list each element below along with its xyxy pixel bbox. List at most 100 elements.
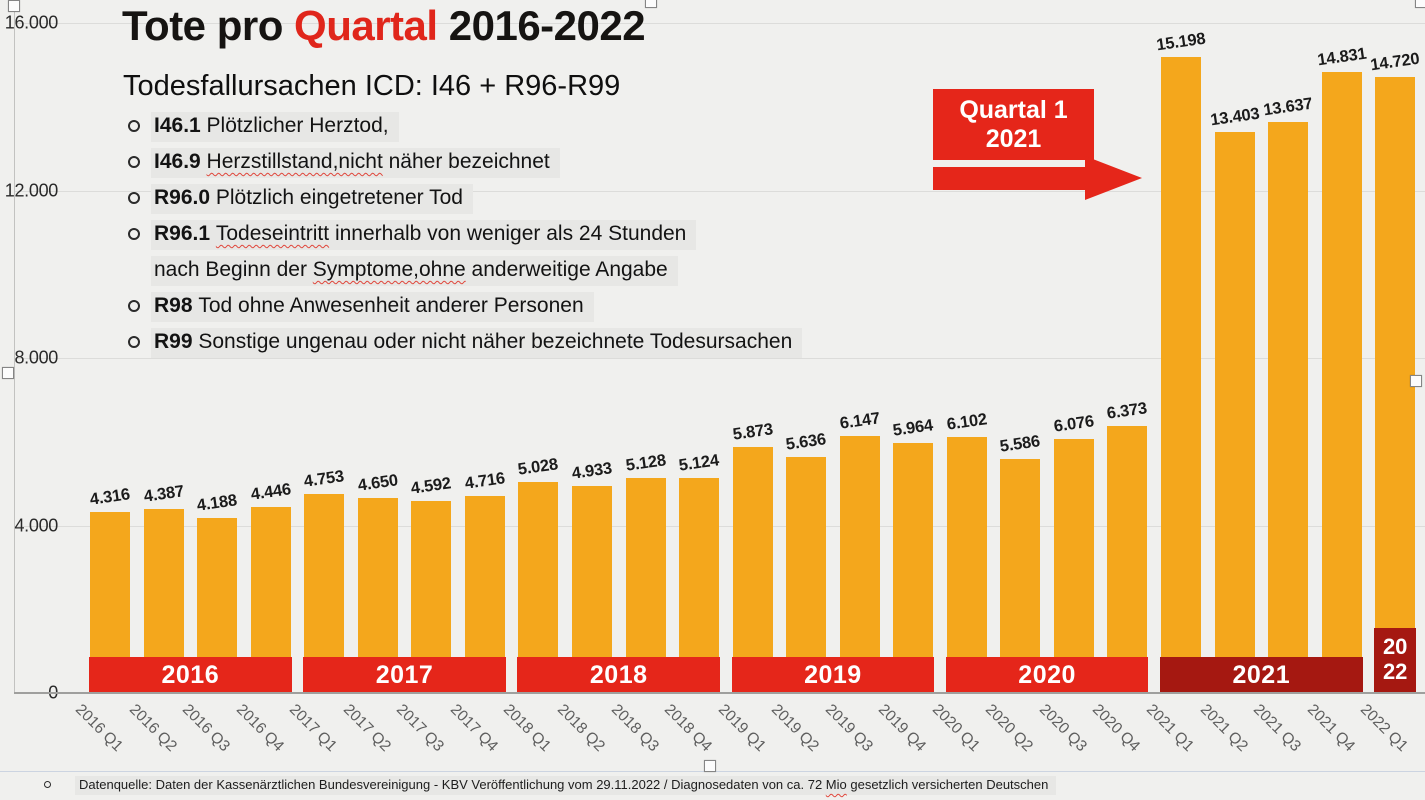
bullet-circle-icon	[128, 192, 140, 204]
bar-value-label: 5.873	[731, 420, 774, 444]
bar-value-label: 6.076	[1052, 411, 1096, 436]
bar-value-label: 6.147	[838, 408, 881, 433]
bar-value-label: 6.373	[1106, 399, 1149, 423]
x-tick-label: 2018 Q4	[661, 701, 716, 756]
bar-value-label: 5.124	[677, 451, 721, 476]
y-tick-label: 4.000	[14, 515, 58, 535]
bar-value-label: 4.446	[249, 480, 292, 504]
highlighted-text: R98 Tod ohne Anwesenheit anderer Persone…	[151, 292, 594, 322]
annotation-callout: Quartal 1 2021	[933, 89, 1094, 160]
year-band-2018: 2018	[517, 657, 721, 693]
gridline	[14, 23, 1425, 24]
x-tick-label: 2022 Q1	[1357, 701, 1412, 756]
bar-value-label: 4.716	[463, 468, 506, 493]
bar-value-label: 5.586	[999, 432, 1042, 456]
bar-2019-q4	[893, 443, 934, 693]
bar-2019-q1	[732, 447, 773, 693]
bar-value-label: 4.387	[142, 482, 185, 507]
y-tick-label: 12.000	[4, 180, 59, 200]
bar-2021-q2	[1214, 131, 1255, 693]
bar-2020-q3	[1053, 438, 1094, 693]
selection-handle-right-center[interactable]	[1410, 375, 1422, 387]
x-tick-label: 2021 Q2	[1196, 701, 1251, 756]
x-tick-label: 2019 Q4	[875, 701, 930, 756]
title-text-post: 2016-2022	[437, 2, 646, 49]
bullet-circle-icon	[44, 781, 51, 788]
icd-list-item: R99 Sonstige ungenau oder nicht näher be…	[128, 328, 803, 358]
bar-value-label: 5.964	[891, 416, 935, 440]
bullet-circle-icon	[128, 228, 140, 240]
icd-list-item: R96.1 Todeseintritt innerhalb von wenige…	[128, 220, 802, 250]
data-source-note: Datenquelle: Daten der Kassenärztlichen …	[44, 776, 1057, 795]
highlighted-text: R96.0 Plötzlich eingetretener Tod	[151, 184, 473, 214]
bar-value-label: 15.198	[1155, 29, 1207, 54]
x-tick-label: 2020 Q3	[1035, 701, 1090, 756]
icd-code-list: I46.1 Plötzlicher Herztod, I46.9 Herzstil…	[128, 112, 803, 364]
y-tick-label: 16.000	[4, 12, 59, 33]
bar-value-label: 4.592	[410, 473, 453, 498]
x-tick-label: 2021 Q3	[1250, 701, 1305, 756]
bar-value-label: 5.128	[624, 451, 667, 475]
bar-2020-q1	[946, 437, 987, 693]
icd-list-item: R96.0 Plötzlich eingetretener Tod	[128, 184, 802, 214]
x-tick-label: 2019 Q2	[768, 701, 823, 756]
bar-value-label: 5.636	[784, 430, 828, 454]
bullet-circle-icon	[128, 120, 140, 132]
gridline	[14, 358, 1425, 359]
title-text-pre: Tote pro	[122, 2, 295, 49]
bar-2020-q4	[1107, 426, 1148, 693]
bar-value-label: 13.637	[1262, 94, 1314, 120]
highlighted-text: I46.9 Herzstillstand,nicht näher bezeich…	[151, 148, 560, 178]
year-band-2020: 2020	[945, 657, 1149, 693]
x-tick-label: 2017 Q1	[286, 701, 341, 756]
x-tick-label: 2020 Q2	[982, 701, 1037, 756]
x-tick-label: 2018 Q2	[553, 701, 608, 756]
callout-arrow-tip-icon	[1085, 156, 1142, 200]
callout-line2: 2021	[985, 124, 1042, 153]
highlighted-text: nach Beginn der Symptome,ohne anderweiti…	[151, 256, 678, 286]
highlighted-text: I46.1 Plötzlicher Herztod,	[151, 112, 399, 142]
chart-subtitle: Todesfallursachen ICD: I46 + R96-R99	[123, 70, 621, 102]
x-tick-label: 2021 Q1	[1142, 701, 1198, 756]
bar-value-label: 14.831	[1315, 44, 1368, 70]
bar-value-label: 13.403	[1208, 104, 1261, 130]
highlighted-text: R99 Sonstige ungenau oder nicht näher be…	[151, 328, 803, 358]
x-axis-line	[14, 692, 1425, 694]
year-band-2017: 2017	[303, 657, 506, 693]
bar-2021-q1	[1161, 56, 1201, 693]
bullet-circle-icon	[128, 156, 140, 168]
bullet-circle-icon	[128, 336, 140, 348]
gridline	[14, 525, 1425, 527]
bar-value-label: 5.028	[517, 455, 560, 480]
year-band-2016: 2016	[89, 657, 292, 693]
x-tick-label: 2017 Q4	[446, 701, 501, 756]
bar-2021-q4	[1321, 71, 1362, 693]
callout-line1: Quartal 1	[959, 95, 1068, 124]
x-tick-label: 2019 Q3	[821, 701, 876, 756]
selection-handle-top-center[interactable]	[645, 0, 657, 8]
x-tick-label: 2018 Q1	[500, 701, 555, 756]
y-tick-label: 8.000	[14, 347, 58, 368]
x-tick-label: 2019 Q1	[714, 701, 769, 756]
selection-handle-left-center[interactable]	[2, 367, 14, 379]
selection-handle-top-right[interactable]	[1415, 0, 1425, 8]
highlighted-text: R96.1 Todeseintritt innerhalb von wenige…	[151, 220, 697, 250]
x-tick-label: 2020 Q1	[928, 701, 983, 756]
x-tick-label: 2016 Q4	[232, 701, 287, 756]
x-tick-label: 2017 Q3	[393, 701, 448, 756]
year-band-2019: 2019	[731, 657, 935, 693]
bar-value-label: 4.753	[302, 467, 346, 491]
bar-value-label: 4.188	[195, 490, 239, 515]
icd-list-item: I46.1 Plötzlicher Herztod,	[128, 112, 802, 142]
bar-2020-q2	[1000, 459, 1041, 693]
bar-2019-q2	[786, 456, 827, 693]
selection-handle-top-left[interactable]	[8, 0, 20, 12]
bar-2021-q3	[1268, 121, 1309, 693]
x-tick-label: 2020 Q4	[1089, 701, 1144, 756]
icd-list-item: nach Beginn der Symptome,ohne anderweiti…	[128, 256, 802, 286]
gridline	[14, 190, 1425, 192]
x-tick-label: 2016 Q3	[179, 701, 234, 756]
y-axis-line	[14, 0, 15, 694]
selection-handle-bottom-center[interactable]	[704, 760, 716, 772]
